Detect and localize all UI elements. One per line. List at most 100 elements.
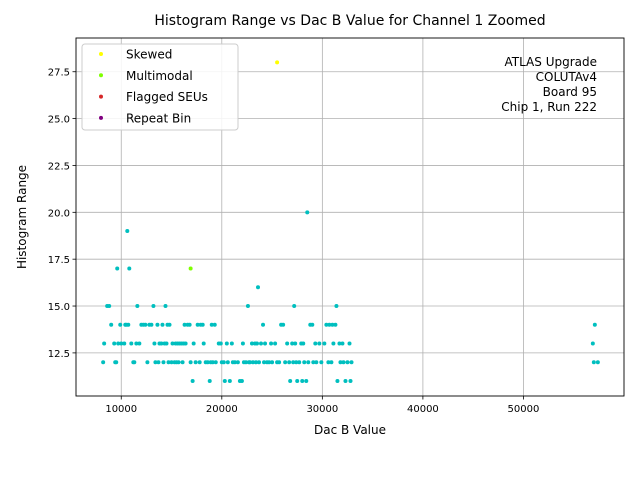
data-point-normal <box>250 360 255 365</box>
data-point-normal <box>209 322 214 327</box>
data-point-normal <box>263 341 268 346</box>
data-point-normal <box>253 360 258 365</box>
y-tick-label: 17.5 <box>48 255 70 266</box>
data-point-normal <box>122 341 127 346</box>
data-point-normal <box>187 322 192 327</box>
data-point-normal <box>127 266 132 271</box>
data-point-normal <box>283 360 288 365</box>
data-point-normal <box>262 360 267 365</box>
data-point-normal <box>590 341 595 346</box>
data-point-normal <box>163 304 168 309</box>
data-point-normal <box>118 322 123 327</box>
data-point-normal <box>249 341 254 346</box>
data-point-normal <box>132 360 137 365</box>
data-point-normal <box>227 379 232 384</box>
data-point-normal <box>348 379 353 384</box>
data-point-normal <box>183 341 188 346</box>
data-point-normal <box>137 341 142 346</box>
data-point-normal <box>270 360 275 365</box>
data-point-normal <box>107 304 112 309</box>
data-point-normal <box>235 360 240 365</box>
data-point-normal <box>225 360 230 365</box>
data-point-normal <box>294 360 299 365</box>
data-point-normal <box>287 360 292 365</box>
y-tick-label: 15.0 <box>48 302 70 313</box>
data-point-normal <box>167 322 172 327</box>
data-point-normal <box>155 322 160 327</box>
data-point-normal <box>170 341 175 346</box>
data-point-normal <box>195 322 200 327</box>
data-point-normal <box>277 360 282 365</box>
data-point-normal <box>288 379 293 384</box>
x-axis-label: Dac B Value <box>314 423 386 437</box>
data-point-normal <box>135 304 140 309</box>
data-point-normal <box>285 341 290 346</box>
data-point-normal <box>295 379 300 384</box>
data-point-normal <box>152 341 157 346</box>
legend-marker <box>99 73 103 78</box>
data-point-normal <box>166 360 171 365</box>
legend-label: Multimodal <box>126 69 193 83</box>
data-point-normal <box>101 360 106 365</box>
data-point-normal <box>125 229 130 234</box>
data-point-normal <box>143 322 148 327</box>
data-point-normal <box>126 322 131 327</box>
y-tick-label: 20.0 <box>48 208 70 219</box>
data-point-normal <box>239 379 244 384</box>
data-point-normal <box>313 341 318 346</box>
data-point-normal <box>151 304 156 309</box>
data-point-normal <box>306 360 311 365</box>
data-point-normal <box>304 379 309 384</box>
data-point-normal <box>319 360 324 365</box>
data-point-normal <box>340 341 345 346</box>
annotation-line-2: COLUTAv4 <box>536 70 597 84</box>
data-point-normal <box>245 304 250 309</box>
data-point-normal <box>176 360 181 365</box>
data-point-normal <box>259 341 264 346</box>
data-point-normal <box>324 322 329 327</box>
data-point-normal <box>180 360 185 365</box>
data-point-normal <box>197 360 202 365</box>
data-point-normal <box>119 341 124 346</box>
data-point-normal <box>164 341 169 346</box>
y-tick-label: 22.5 <box>48 161 70 172</box>
data-point-normal <box>210 360 215 365</box>
data-point-normal <box>301 341 306 346</box>
y-tick-label: 25.0 <box>48 115 70 126</box>
data-point-normal <box>190 379 195 384</box>
data-point-normal <box>115 266 120 271</box>
data-point-normal <box>160 322 165 327</box>
data-point-normal <box>331 341 336 346</box>
chart-title: Histogram Range vs Dac B Value for Chann… <box>154 13 545 29</box>
data-point-normal <box>191 341 196 346</box>
x-tick-label: 50000 <box>508 404 540 415</box>
data-point-normal <box>326 360 331 365</box>
data-point-normal <box>334 304 339 309</box>
data-point-normal <box>595 360 600 365</box>
data-point-normal <box>300 379 305 384</box>
data-point-normal <box>188 360 193 365</box>
legend-box <box>81 43 239 131</box>
data-point-normal <box>145 360 150 365</box>
data-point-normal <box>149 322 154 327</box>
data-point-normal <box>343 379 348 384</box>
data-point-normal <box>261 322 266 327</box>
data-point-normal <box>200 322 205 327</box>
data-point-normal <box>337 341 342 346</box>
data-point-normal <box>156 360 161 365</box>
x-tick-label: 40000 <box>407 404 439 415</box>
y-tick-label: 27.5 <box>48 68 70 79</box>
data-point-normal <box>161 360 166 365</box>
data-point-normal <box>330 322 335 327</box>
data-point-normal <box>213 360 218 365</box>
legend-label: Repeat Bin <box>126 111 191 125</box>
data-point-normal <box>297 360 302 365</box>
data-point-normal <box>247 360 252 365</box>
y-axis-label: Histogram Range <box>15 165 29 269</box>
annotation-line-3: Board 95 <box>543 85 597 99</box>
data-point-normal <box>341 360 346 365</box>
legend: Skewed Multimodal Flagged SEUs Repeat Bin <box>81 43 239 131</box>
data-point-normal <box>207 379 212 384</box>
data-point-normal <box>254 341 259 346</box>
